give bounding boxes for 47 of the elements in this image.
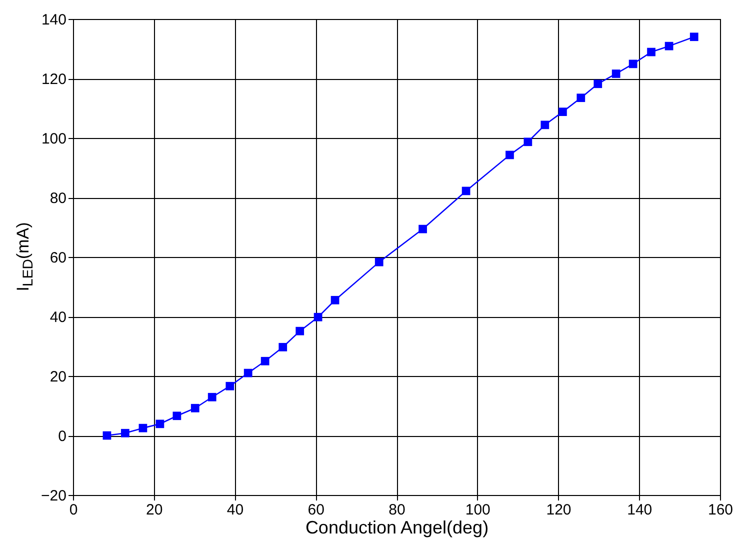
y-tick-label: 0 — [58, 428, 66, 445]
x-tick-label: 40 — [226, 502, 244, 518]
point — [540, 120, 550, 130]
y-tick-label: 20 — [50, 368, 66, 386]
point — [594, 80, 602, 88]
point — [462, 186, 470, 196]
point — [102, 431, 112, 440]
y-tick-label: −20 — [41, 488, 66, 504]
x-tick-label: 140 — [627, 502, 652, 518]
y-tick-label: 40 — [50, 309, 66, 326]
point — [647, 48, 656, 56]
point — [278, 342, 288, 352]
point — [558, 108, 567, 116]
point — [690, 32, 698, 42]
x-tick-label: 80 — [388, 502, 406, 518]
point — [576, 94, 586, 102]
y-tick-label: 100 — [41, 130, 66, 148]
point — [418, 224, 427, 234]
point — [156, 420, 164, 428]
y-tick-label: 120 — [41, 71, 66, 88]
y-tick-label: 80 — [50, 190, 66, 207]
x-tick-label: 60 — [308, 502, 324, 518]
point — [330, 296, 340, 304]
x-tick-label: 20 — [146, 502, 163, 518]
point — [374, 258, 384, 266]
x-tick-label: 120 — [546, 502, 572, 518]
x-tick-label: 160 — [708, 502, 734, 518]
x-tick-label: 0 — [69, 502, 78, 518]
point — [208, 392, 216, 402]
point — [524, 138, 532, 146]
point — [628, 60, 638, 68]
point — [138, 424, 148, 432]
point — [190, 404, 200, 412]
point — [244, 368, 252, 378]
point — [612, 70, 620, 78]
point — [260, 356, 270, 366]
point — [172, 412, 182, 420]
point — [664, 42, 674, 50]
x-tick-label: 100 — [465, 502, 490, 518]
point — [314, 312, 322, 322]
point — [120, 428, 130, 438]
point — [296, 326, 304, 336]
x-axis-title: Conduction Angel(deg) — [305, 518, 489, 538]
point — [226, 382, 234, 390]
y-tick-label: 60 — [50, 250, 66, 266]
y-tick-label: 140 — [41, 12, 66, 28]
point — [506, 150, 514, 160]
